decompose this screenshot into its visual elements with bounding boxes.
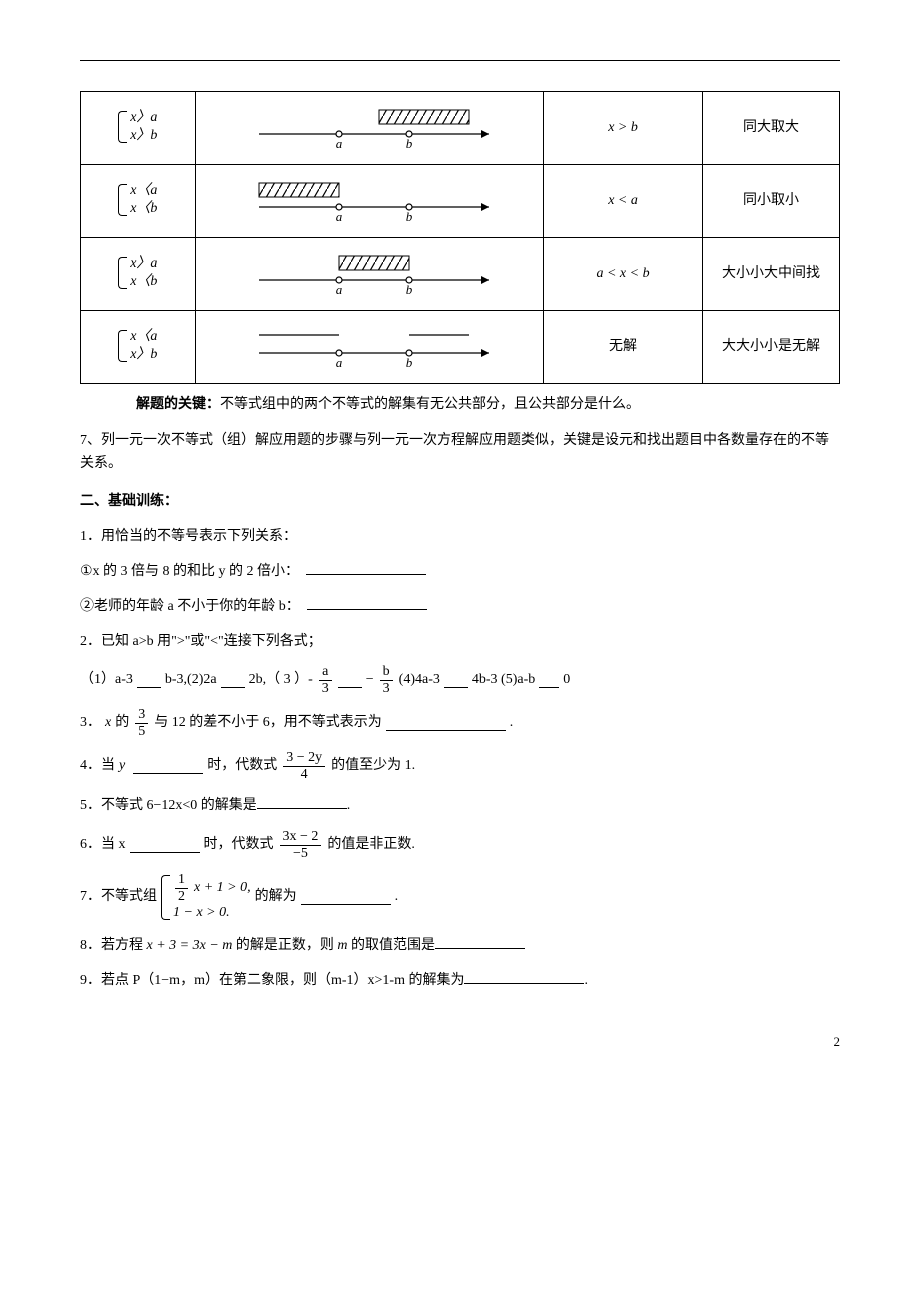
blank: [307, 595, 427, 610]
q4: 4．当 y 时，代数式 3 − 2y4 的值至少为 1.: [80, 751, 840, 782]
paragraph-7: 7、列一元一次不等式（组）解应用题的步骤与列一元一次方程解应用题类似，关键是设元…: [80, 430, 840, 475]
system-cell: x〈ax〉b: [81, 311, 196, 384]
solution-cell: 无解: [543, 311, 702, 384]
caption-bold: 解题的关键：: [136, 397, 220, 412]
mnemonic-cell: 大小小大中间找: [703, 238, 840, 311]
svg-text:b: b: [406, 355, 413, 370]
q2-parts: （1）a-3 b-3,(2)2a 2b,（ 3 ）- a3 − b3 (4)4a…: [80, 665, 840, 696]
blank: [306, 560, 426, 575]
diagram-cell: ab: [195, 165, 543, 238]
table-caption: 解题的关键：不等式组中的两个不等式的解集有无公共部分，且公共部分是什么。: [80, 394, 840, 416]
frac-1-2: 12: [175, 873, 188, 904]
mnemonic-cell: 同小取小: [703, 165, 840, 238]
mnemonic-cell: 同大取大: [703, 92, 840, 165]
caption-rest: 不等式组中的两个不等式的解集有无公共部分，且公共部分是什么。: [220, 397, 640, 412]
system-cell: x〉ax〉b: [81, 92, 196, 165]
section-2-title: 二、基础训练：: [80, 491, 840, 513]
q1-sub2: ②老师的年龄 a 不小于你的年龄 b：: [80, 595, 840, 618]
q8: 8．若方程 x + 3 = 3x − m 的解是正数，则 m 的取值范围是: [80, 934, 840, 957]
system-cell: x〈ax〈b: [81, 165, 196, 238]
blank: [130, 838, 200, 853]
mnemonic-cell: 大大小小是无解: [703, 311, 840, 384]
top-rule: [80, 60, 840, 61]
svg-text:a: a: [336, 136, 343, 151]
q5: 5．不等式 6−12x<0 的解集是.: [80, 794, 840, 817]
frac-b3: b3: [380, 665, 393, 696]
solution-cell: x > b: [543, 92, 702, 165]
svg-text:b: b: [406, 282, 413, 297]
q7: 7．不等式组 12 x + 1 > 0, 1 − x > 0. 的解为 .: [80, 873, 840, 922]
solution-cell: x < a: [543, 165, 702, 238]
blank: [133, 759, 203, 774]
inequality-table: x〉ax〉b abx > b同大取大x〈ax〈b abx < a同小取小x〉ax…: [80, 91, 840, 384]
solution-cell: a < x < b: [543, 238, 702, 311]
q9: 9．若点 P（1−m，m）在第二象限，则（m-1）x>1-m 的解集为.: [80, 969, 840, 992]
svg-text:a: a: [336, 282, 343, 297]
q3: 3． x 的 35 与 12 的差不小于 6，用不等式表示为 .: [80, 708, 840, 739]
q2-stem: 2．已知 a>b 用">"或"<"连接下列各式；: [80, 631, 840, 653]
blank: [301, 890, 391, 905]
blank: [444, 673, 468, 688]
frac-3-5: 35: [135, 708, 148, 739]
blank: [435, 934, 525, 949]
blank: [464, 969, 584, 984]
frac-3x-2-n5: 3x − 2−5: [280, 830, 322, 861]
system-cell: x〉ax〈b: [81, 238, 196, 311]
diagram-cell: ab: [195, 238, 543, 311]
svg-text:b: b: [406, 209, 413, 224]
blank: [539, 673, 559, 688]
frac-3-2y-4: 3 − 2y4: [283, 751, 325, 782]
svg-text:a: a: [336, 209, 343, 224]
q7-system: 12 x + 1 > 0, 1 − x > 0.: [161, 873, 251, 922]
blank: [137, 673, 161, 688]
frac-a3: a3: [319, 665, 332, 696]
svg-text:a: a: [336, 355, 343, 370]
blank: [338, 673, 362, 688]
blank: [221, 673, 245, 688]
q1-sub1: ①x 的 3 倍与 8 的和比 y 的 2 倍小：: [80, 560, 840, 583]
diagram-cell: ab: [195, 92, 543, 165]
svg-text:b: b: [406, 136, 413, 151]
q6: 6．当 x 时，代数式 3x − 2−5 的值是非正数.: [80, 830, 840, 861]
blank: [257, 794, 347, 809]
page-number: 2: [80, 1032, 840, 1053]
blank: [386, 716, 506, 731]
q1-stem: 1．用恰当的不等号表示下列关系：: [80, 526, 840, 548]
diagram-cell: ab: [195, 311, 543, 384]
